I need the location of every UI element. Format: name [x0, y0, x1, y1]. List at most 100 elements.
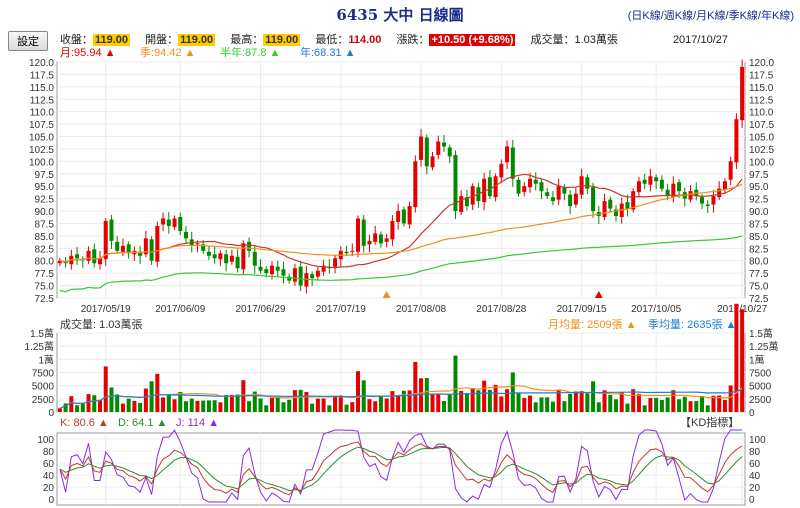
volume-bar — [550, 401, 555, 412]
x-tick-6: 2017/09/15 — [557, 304, 607, 315]
volume-bar — [665, 397, 670, 412]
price-ytick-left-19: 120.0 — [29, 58, 54, 69]
kd-ytick-right-2: 40 — [749, 471, 761, 482]
candle-body — [568, 194, 573, 207]
price-ytick-right-5: 85.0 — [749, 232, 769, 243]
candle-body — [453, 154, 458, 212]
volume-bar — [57, 408, 62, 412]
volume-ytick-right-0: 0 — [749, 408, 755, 419]
candle-body — [734, 119, 739, 163]
price-ytick-right-3: 80.0 — [749, 257, 769, 268]
volume-bar — [355, 371, 361, 412]
tab-yearly[interactable]: 年K線 — [760, 10, 791, 22]
volume-bar — [350, 402, 355, 412]
volume-bar — [419, 378, 424, 412]
volume-bar — [728, 385, 733, 412]
candle-body — [550, 197, 555, 202]
volume-ytick-left-5: 1.25萬 — [25, 340, 54, 353]
x-tick-2: 2017/06/29 — [236, 304, 286, 315]
volume-bar — [562, 401, 567, 412]
volume-bar — [264, 405, 269, 412]
kd-ytick-right-0: 0 — [749, 495, 755, 506]
volume-title: 成交量: 1.03萬張 — [60, 317, 143, 331]
candle-body — [275, 266, 280, 271]
volume-bar — [212, 400, 217, 412]
candle-body — [396, 211, 401, 222]
candle-body — [545, 192, 550, 197]
tab-quarterly[interactable]: 季K線 — [728, 10, 758, 22]
price-panel-frame — [56, 61, 746, 299]
candle-body — [361, 219, 366, 246]
volume-bar — [447, 393, 452, 412]
volume-bar — [321, 398, 326, 412]
tab-daily[interactable]: 日K線 — [631, 10, 661, 22]
volume-bar — [430, 394, 435, 412]
candle-body — [109, 219, 114, 241]
volume-ytick-left-6: 1.5萬 — [30, 327, 54, 340]
settings-button[interactable]: 設定 — [8, 31, 48, 51]
volume-bar — [694, 401, 699, 412]
volume-bar — [516, 393, 521, 412]
volume-bar — [436, 394, 441, 412]
volume-bar — [161, 397, 166, 412]
price-ytick-left-7: 90.0 — [35, 207, 55, 218]
candle-body — [126, 244, 131, 254]
volume-label: 成交量： — [530, 34, 575, 46]
candle-body — [57, 260, 62, 264]
volume-bar — [281, 402, 286, 412]
volume-bar — [86, 394, 91, 412]
candle-body — [333, 258, 338, 267]
kd-d-label: D: 64.1 ▲ — [118, 417, 167, 429]
candle-body — [447, 147, 452, 157]
candle-body — [677, 182, 682, 192]
volume-bar — [654, 397, 659, 412]
volume-bar — [459, 390, 464, 412]
volume-ytick-right-2: 5000 — [749, 382, 772, 393]
volume-bar — [619, 392, 624, 412]
candle-body — [367, 240, 372, 245]
candle-body — [206, 251, 211, 256]
candle-body — [522, 186, 527, 193]
kd-ytick-left-5: 100 — [37, 435, 54, 446]
candle-body — [585, 177, 590, 189]
signal-marker-1 — [594, 291, 603, 298]
volume-bar — [527, 395, 533, 412]
volume-bar — [224, 395, 229, 412]
candle-body — [75, 254, 80, 259]
candle-body — [654, 177, 659, 182]
volume-bar — [493, 384, 498, 412]
price-ytick-right-13: 105.0 — [749, 133, 774, 144]
volume-bar — [396, 395, 401, 412]
kd-ytick-left-4: 80 — [43, 447, 55, 458]
candle-body — [413, 161, 418, 208]
candle-body — [636, 181, 641, 193]
candle-body — [92, 249, 97, 264]
volume-bar — [97, 399, 103, 412]
volume-bar — [338, 395, 343, 412]
volume-bar — [143, 388, 148, 412]
volume-bar — [688, 401, 693, 412]
volume-bar — [608, 394, 613, 412]
candle-body — [539, 182, 544, 192]
volume-bar — [310, 403, 315, 412]
low-value: 114.00 — [348, 34, 382, 46]
volume-bar — [441, 401, 447, 412]
volume-bar — [659, 399, 664, 412]
volume-bar — [80, 403, 85, 412]
tab-monthly[interactable]: 月K線 — [696, 10, 726, 22]
price-ytick-left-10: 97.5 — [35, 170, 55, 181]
price-ytick-right-0: 72.5 — [749, 294, 769, 305]
candle-body — [436, 141, 441, 155]
volume-bar — [476, 390, 481, 412]
candle-body — [390, 220, 395, 240]
candle-body — [613, 209, 619, 217]
chart-title: 6435 大中 日線圖 — [336, 6, 464, 24]
candle-body — [527, 178, 533, 188]
volume-bar — [699, 396, 705, 412]
kd-ytick-left-0: 0 — [48, 495, 54, 506]
tab-weekly[interactable]: 週K線 — [663, 10, 694, 22]
volume-bar — [602, 390, 607, 412]
candle-body — [252, 251, 257, 266]
candle-body — [722, 181, 727, 190]
candle-body — [378, 234, 383, 244]
